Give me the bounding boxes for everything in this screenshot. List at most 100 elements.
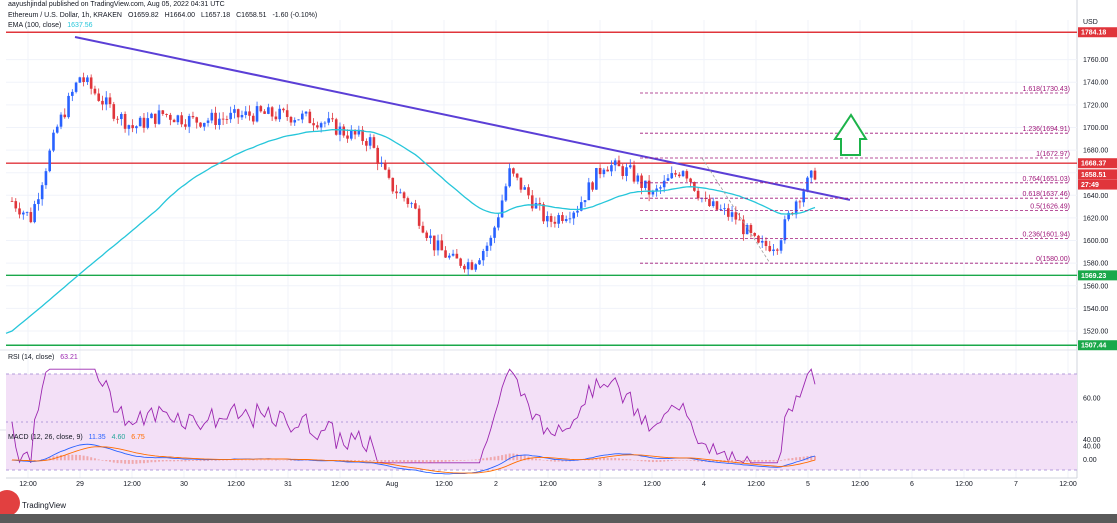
symbol-title[interactable]: Ethereum / U.S. Dollar, 1h, KRAKEN xyxy=(8,12,122,19)
macd-histogram-bar xyxy=(233,459,236,461)
macd-histogram-bar xyxy=(700,460,703,462)
macd-histogram-bar xyxy=(357,460,360,461)
candle-body xyxy=(274,116,278,120)
candle-body xyxy=(202,122,206,127)
candle-body xyxy=(779,240,783,251)
ema-legend[interactable]: EMA (100, close) 1637.56 xyxy=(8,22,97,29)
candle-body xyxy=(308,111,312,124)
macd-histogram-bar xyxy=(614,457,617,461)
candle-body xyxy=(165,113,168,115)
macd-histogram-bar xyxy=(376,460,379,462)
candle-body xyxy=(146,118,150,128)
macd-histogram-bar xyxy=(142,460,145,464)
ema-line xyxy=(5,128,816,334)
macd-histogram-bar xyxy=(746,460,749,462)
candle-body xyxy=(48,150,51,172)
price-tick-label: 1560.00 xyxy=(1083,283,1108,290)
candle-body xyxy=(557,215,560,224)
candle-body xyxy=(18,208,21,215)
candle-body xyxy=(666,178,670,181)
candle-body xyxy=(184,124,187,127)
macd-histogram-bar xyxy=(184,460,187,462)
macd-histogram-bar xyxy=(44,458,47,461)
macd-histogram-bar xyxy=(693,460,696,462)
candle-body xyxy=(768,245,772,252)
candle-body xyxy=(372,137,376,148)
rsi-legend[interactable]: RSI (14, close) 63.21 xyxy=(8,354,82,361)
candle-body xyxy=(214,112,217,125)
macd-histogram-bar xyxy=(139,460,142,464)
candle-body xyxy=(602,169,606,175)
fib-swing-line xyxy=(701,157,771,264)
candle-body xyxy=(172,119,176,123)
candle-body xyxy=(776,249,779,251)
candle-body xyxy=(674,173,677,175)
candle-body xyxy=(127,125,131,129)
macd-histogram-bar xyxy=(452,460,455,462)
up-arrow-icon xyxy=(833,113,868,156)
macd-histogram-bar xyxy=(538,459,541,461)
candle-body xyxy=(131,125,134,129)
candle-body xyxy=(564,219,568,222)
price-tick-label: 1520.00 xyxy=(1083,329,1108,336)
macd-histogram-bar xyxy=(440,460,443,462)
candle-body xyxy=(440,240,444,251)
candle-body xyxy=(376,147,379,164)
macd-histogram-bar xyxy=(644,460,647,462)
macd-histogram-bar xyxy=(602,457,605,461)
macd-legend[interactable]: MACD (12, 26, close, 9) 11.35 4.60 6.75 xyxy=(8,434,149,441)
candle-body xyxy=(338,126,342,135)
macd-histogram-bar xyxy=(617,458,620,461)
candle-body xyxy=(670,173,674,179)
candle-body xyxy=(764,240,768,246)
fib-level-label: 1.618(1730.43) xyxy=(1023,86,1070,93)
macd-histogram-bar xyxy=(86,456,89,461)
macd-histogram-bar xyxy=(712,460,715,462)
candle-body xyxy=(738,219,741,221)
macd-histogram-bar xyxy=(214,460,217,461)
candle-body xyxy=(40,185,44,200)
candle-body xyxy=(719,208,723,210)
candle-body xyxy=(466,262,470,270)
macd-histogram-bar xyxy=(550,460,553,462)
candle-body xyxy=(304,111,308,114)
candle-body xyxy=(123,113,127,129)
macd-histogram-bar xyxy=(659,460,662,462)
macd-histogram-bar xyxy=(670,460,673,461)
candle-body xyxy=(677,174,681,177)
candle-body xyxy=(248,111,251,116)
candle-body xyxy=(349,129,353,139)
candle-body xyxy=(478,260,481,265)
macd-histogram-bar xyxy=(293,460,296,461)
candle-body xyxy=(579,202,583,211)
macd-histogram-bar xyxy=(210,460,213,461)
macd-histogram-bar xyxy=(414,460,417,463)
time-tick-label: 12:00 xyxy=(435,481,453,488)
price-tick-label: 1600.00 xyxy=(1083,238,1108,245)
price-badge-label: 1668.37 xyxy=(1081,161,1106,168)
candle-body xyxy=(74,82,78,92)
price-badge-label: 27:49 xyxy=(1081,182,1099,189)
candle-body xyxy=(745,224,749,235)
macd-histogram-bar xyxy=(346,460,349,462)
time-tick-label: 12:00 xyxy=(643,481,661,488)
candle-body xyxy=(380,162,383,164)
macd-histogram-bar xyxy=(154,460,157,463)
candle-body xyxy=(391,177,395,192)
macd-histogram-bar xyxy=(188,460,191,462)
candle-body xyxy=(742,219,745,235)
candle-body xyxy=(414,203,417,209)
macd-histogram-bar xyxy=(101,460,104,461)
candle-body xyxy=(210,112,214,121)
macd-histogram-bar xyxy=(591,458,594,461)
price-tick-label: 1640.00 xyxy=(1083,193,1108,200)
macd-histogram-bar xyxy=(787,458,790,461)
candle-body xyxy=(538,202,542,205)
low-value: L1657.18 xyxy=(200,12,231,19)
price-tick-label: 1760.00 xyxy=(1083,57,1108,64)
candle-body xyxy=(813,170,817,180)
candle-body xyxy=(708,198,711,207)
macd-histogram-bar xyxy=(158,460,161,462)
macd-histogram-bar xyxy=(207,460,210,461)
